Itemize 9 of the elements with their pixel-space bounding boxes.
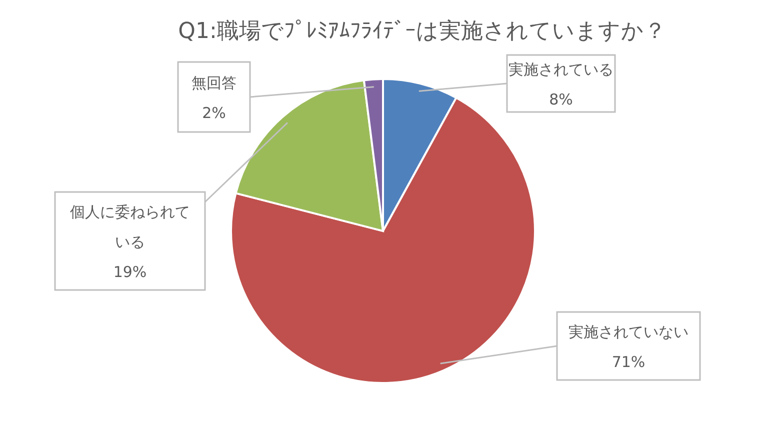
slice-label: 無回答 [192, 74, 236, 92]
data-label: 8% [549, 90, 573, 108]
data-label: 19% [113, 263, 147, 281]
slice-label: 実施されている [508, 60, 614, 78]
data-label: 2% [202, 104, 226, 122]
slice-label: 個人に委ねられている [70, 203, 190, 251]
slice-label: 実施されていない [568, 323, 688, 341]
data-label: 71% [612, 353, 646, 371]
title: Q1:職場でﾌﾟﾚﾐｱﾑﾌﾗｲﾃﾞｰは実施されていますか？ [178, 19, 666, 44]
